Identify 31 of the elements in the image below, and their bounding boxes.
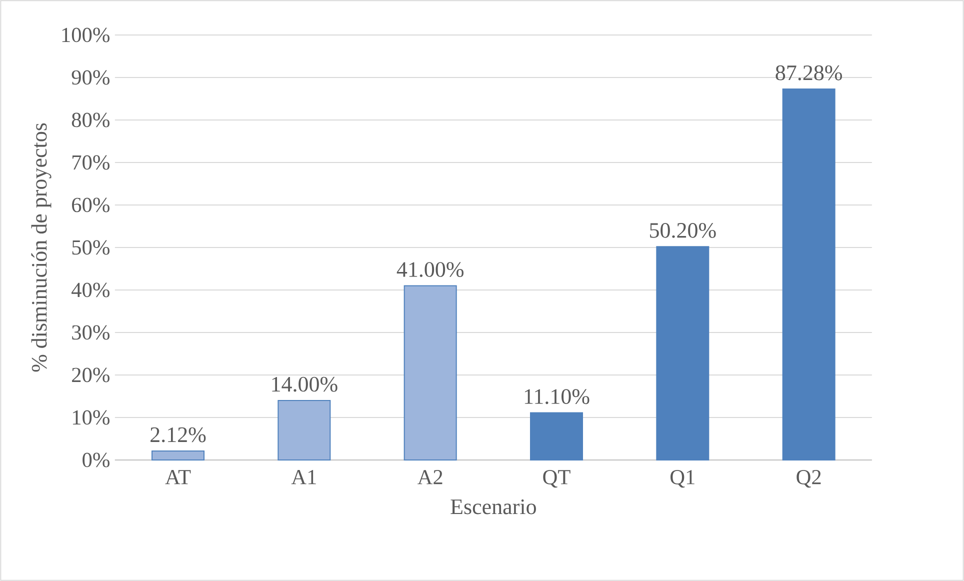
data-label: 87.28% (776, 65, 842, 80)
bar (404, 285, 457, 460)
bar (782, 88, 836, 460)
y-tick-label: 30% (72, 325, 110, 340)
data-label: 50.20% (650, 222, 716, 238)
y-axis-title: % disminución de proyectos (31, 123, 52, 372)
bar (530, 412, 583, 460)
x-tick-label: QT (543, 470, 570, 488)
x-axis-title: Escenario (450, 499, 536, 514)
y-tick-label: 90% (72, 70, 110, 85)
bar (278, 400, 331, 460)
x-tick-label: Q1 (670, 470, 694, 488)
y-tick-label: 60% (72, 198, 110, 212)
data-label: 14.00% (272, 376, 338, 392)
x-tick-label: A2 (418, 470, 442, 484)
y-tick-label: 0% (82, 452, 110, 468)
bar (152, 450, 205, 460)
y-tick-label: 50% (72, 240, 110, 255)
y-tick-label: 80% (72, 112, 110, 128)
x-tick-label: AT (165, 470, 191, 484)
y-tick-label: 100% (62, 28, 110, 42)
y-tick-label: 10% (72, 410, 110, 425)
y-tick-label: 70% (72, 155, 110, 170)
y-tick-label: 40% (72, 282, 110, 298)
y-tick-label: 20% (72, 368, 110, 382)
data-label: 2.12% (150, 427, 206, 442)
bar (656, 246, 710, 460)
data-label: 11.10% (524, 389, 590, 404)
x-tick-label: A1 (291, 470, 316, 484)
x-tick-label: Q2 (796, 470, 821, 488)
data-label: 41.00% (396, 262, 464, 278)
